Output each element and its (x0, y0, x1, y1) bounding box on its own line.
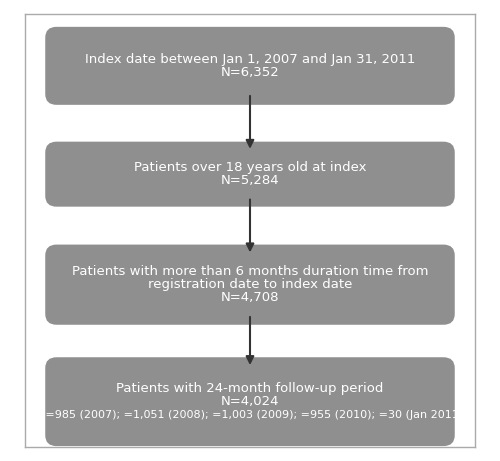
FancyBboxPatch shape (45, 27, 455, 105)
Text: N=985 (2007); =1,051 (2008); =1,003 (2009); =955 (2010); =30 (Jan 2011): N=985 (2007); =1,051 (2008); =1,003 (200… (37, 410, 463, 420)
FancyBboxPatch shape (45, 245, 455, 325)
Text: registration date to index date: registration date to index date (148, 278, 352, 291)
Text: N=4,708: N=4,708 (221, 291, 279, 304)
Text: Index date between Jan 1, 2007 and Jan 31, 2011: Index date between Jan 1, 2007 and Jan 3… (85, 53, 415, 66)
Text: Patients with more than 6 months duration time from: Patients with more than 6 months duratio… (72, 265, 428, 278)
Text: N=4,024: N=4,024 (221, 395, 279, 408)
Text: N=5,284: N=5,284 (220, 174, 280, 187)
FancyBboxPatch shape (45, 357, 455, 446)
Text: Patients over 18 years old at index: Patients over 18 years old at index (134, 161, 366, 174)
Text: Patients with 24-month follow-up period: Patients with 24-month follow-up period (116, 382, 384, 395)
FancyBboxPatch shape (45, 142, 455, 207)
Text: N=6,352: N=6,352 (220, 66, 280, 79)
